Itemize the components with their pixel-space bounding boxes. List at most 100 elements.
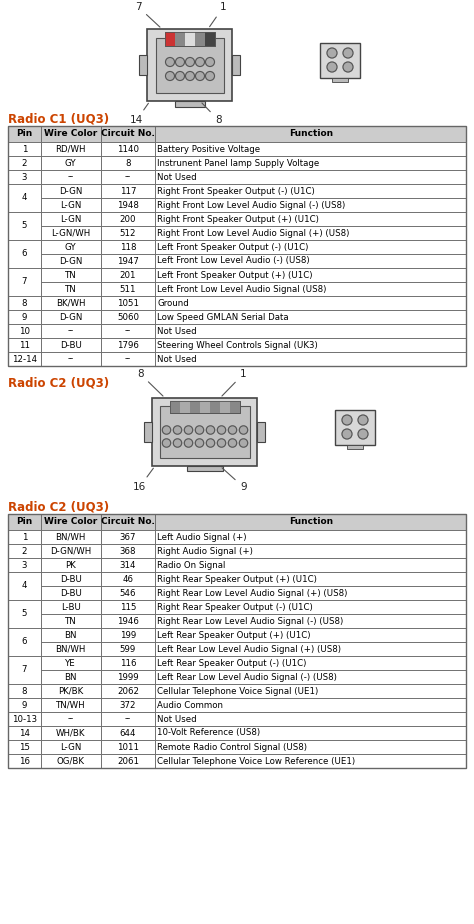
Bar (156, 38, 224, 92)
Circle shape (195, 426, 204, 434)
Bar (8, 698, 41, 712)
Text: 7: 7 (22, 665, 27, 675)
Text: GY: GY (65, 242, 77, 251)
Bar (8, 558, 41, 572)
Bar (8, 212, 41, 240)
Bar (155, 282, 466, 296)
Bar (160, 406, 250, 458)
Bar (8, 712, 41, 726)
Text: 314: 314 (120, 561, 136, 569)
Text: Right Audio Signal (+): Right Audio Signal (+) (157, 546, 253, 555)
Bar (8, 268, 41, 296)
Bar (8, 156, 41, 170)
Text: --: -- (68, 173, 74, 181)
Circle shape (165, 57, 174, 67)
Bar (41, 712, 100, 726)
Bar (41, 142, 100, 156)
Circle shape (342, 415, 352, 425)
Text: Left Front Low Level Audio Signal (US8): Left Front Low Level Audio Signal (US8) (157, 285, 327, 294)
Text: 372: 372 (120, 700, 136, 710)
Bar (100, 754, 155, 768)
Text: 1: 1 (222, 369, 246, 396)
Text: --: -- (125, 173, 131, 181)
Text: Pin: Pin (17, 517, 33, 527)
Bar (155, 684, 466, 698)
Text: BN: BN (64, 673, 77, 682)
Text: 367: 367 (120, 532, 136, 541)
Bar (8, 170, 41, 184)
Text: 1999: 1999 (117, 673, 139, 682)
Bar (41, 240, 100, 254)
Bar (41, 310, 100, 324)
Bar (155, 712, 466, 726)
Text: --: -- (125, 355, 131, 363)
Bar (155, 544, 466, 558)
Text: 118: 118 (120, 242, 136, 251)
Bar (41, 226, 100, 240)
Bar (155, 324, 466, 338)
Bar (41, 740, 100, 754)
Bar (8, 324, 41, 338)
Bar (41, 198, 100, 212)
Bar (41, 212, 100, 226)
Bar (155, 514, 466, 530)
Circle shape (217, 439, 226, 447)
Text: 1796: 1796 (117, 341, 139, 349)
Bar (41, 642, 100, 656)
Text: D-GN: D-GN (59, 187, 82, 196)
Bar (100, 600, 155, 614)
Text: 10: 10 (19, 326, 30, 335)
Bar (100, 572, 155, 586)
Bar (41, 600, 100, 614)
Bar (190, 401, 200, 413)
Bar (155, 268, 466, 282)
Text: BN/WH: BN/WH (55, 645, 86, 653)
Text: Pin: Pin (17, 129, 33, 139)
Bar (100, 684, 155, 698)
Circle shape (162, 439, 171, 447)
Bar (100, 226, 155, 240)
Text: D-BU: D-BU (60, 589, 82, 598)
Text: BN/WH: BN/WH (55, 532, 86, 541)
Text: D-BU: D-BU (60, 341, 82, 349)
Bar (165, 32, 215, 46)
Bar (100, 656, 155, 670)
Text: Not Used: Not Used (157, 326, 197, 335)
Text: L-GN/WH: L-GN/WH (51, 228, 91, 237)
Bar (41, 530, 100, 544)
Circle shape (206, 57, 215, 67)
Bar (155, 212, 466, 226)
Bar (155, 184, 466, 198)
Bar (41, 338, 100, 352)
Circle shape (195, 71, 204, 80)
Bar (41, 670, 100, 684)
Circle shape (343, 48, 353, 58)
Text: Function: Function (289, 517, 333, 527)
Text: D-GN/WH: D-GN/WH (50, 546, 91, 555)
Bar (100, 586, 155, 600)
Bar (8, 352, 41, 366)
Circle shape (195, 57, 204, 67)
Bar (100, 142, 155, 156)
Circle shape (342, 429, 352, 439)
Text: BN: BN (64, 630, 77, 639)
Text: 1: 1 (22, 532, 27, 541)
Text: Ground: Ground (157, 298, 189, 308)
Bar (100, 530, 155, 544)
Circle shape (343, 62, 353, 72)
Bar (155, 296, 466, 310)
Bar (155, 642, 466, 656)
Bar (8, 338, 41, 352)
Text: Right Rear Speaker Output (+) (U1C): Right Rear Speaker Output (+) (U1C) (157, 575, 318, 583)
Text: D-BU: D-BU (60, 575, 82, 583)
Bar (8, 600, 41, 628)
Text: 599: 599 (120, 645, 136, 653)
Circle shape (195, 439, 204, 447)
Bar (155, 628, 466, 642)
Text: Right Front Speaker Output (-) (U1C): Right Front Speaker Output (-) (U1C) (157, 187, 315, 196)
Text: 199: 199 (120, 630, 136, 639)
Bar (100, 170, 155, 184)
Text: --: -- (68, 714, 74, 723)
Bar (155, 614, 466, 628)
Text: 5: 5 (22, 222, 27, 230)
